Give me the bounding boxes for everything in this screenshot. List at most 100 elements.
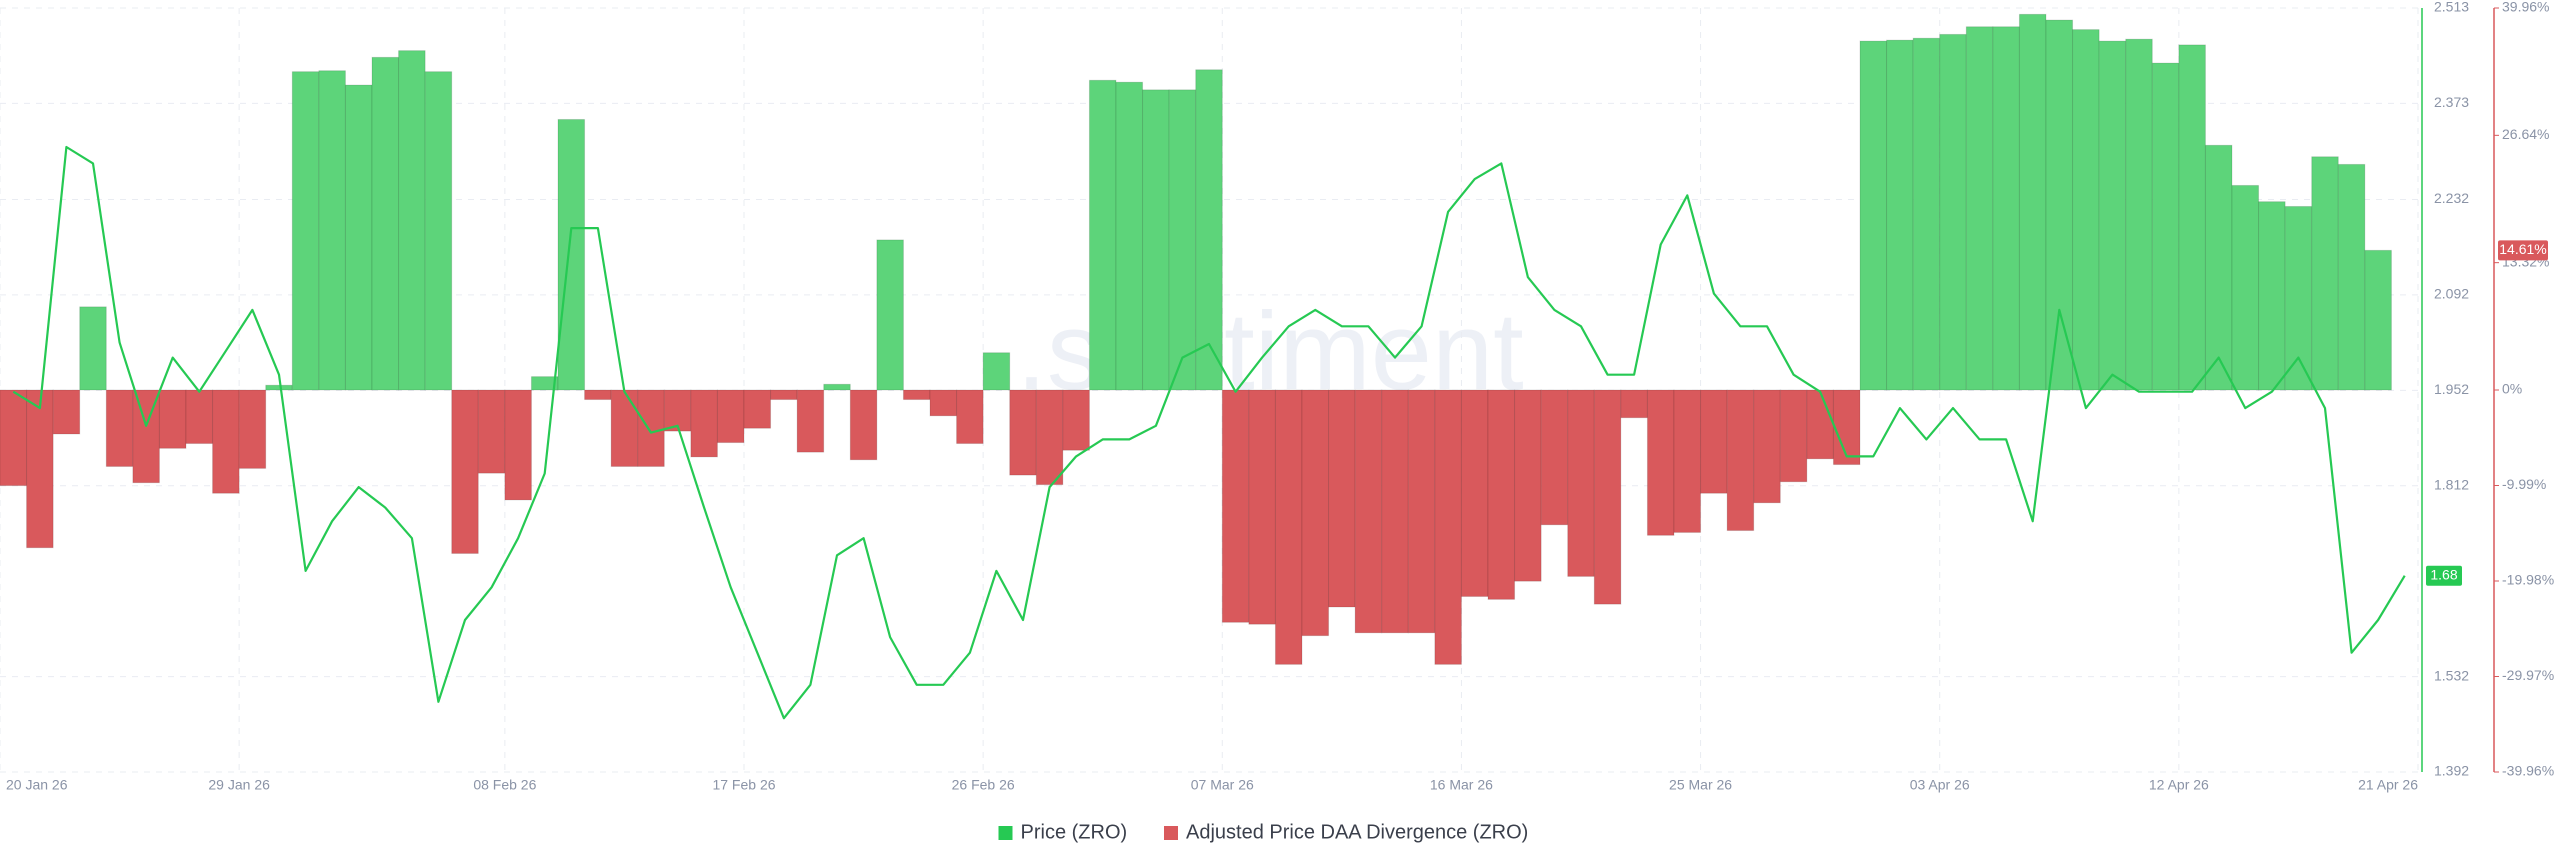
y2-tick-label: 39.96% (2502, 0, 2549, 15)
bar (318, 70, 346, 391)
bar (185, 389, 214, 445)
bar (2364, 249, 2392, 391)
bar (2231, 184, 2260, 391)
marks (0, 13, 2406, 720)
bar (1753, 389, 1781, 504)
legend-swatch (998, 826, 1013, 840)
price-badge-label: 1.68 (2430, 566, 2457, 582)
x-tick-label: 16 Mar 26 (1430, 777, 1493, 793)
y2-tick-label: -19.98% (2502, 572, 2554, 588)
bar (637, 389, 665, 467)
bar (557, 118, 586, 391)
divergence-badge (2498, 240, 2548, 261)
bar (1726, 389, 1755, 532)
bar (1115, 81, 1144, 391)
bar (2045, 19, 2074, 391)
bar (1328, 389, 1356, 608)
bar (2178, 44, 2206, 391)
bar (424, 71, 453, 391)
x-tick-label: 07 Mar 26 (1191, 777, 1254, 793)
bar (1381, 389, 1409, 634)
bar (1434, 389, 1462, 665)
x-tick-label: 26 Feb 26 (952, 777, 1015, 793)
x-tick-label: 20 Jan 26 (6, 777, 68, 793)
y2-tick-label: 0% (2502, 381, 2522, 397)
x-tick-label: 03 Apr 26 (1910, 777, 1970, 793)
grid (0, 7, 2419, 773)
x-tick-label: 25 Mar 26 (1669, 777, 1732, 793)
y2-tick-label: -29.97% (2502, 667, 2554, 683)
bar (504, 389, 532, 501)
y-tick-label: 1.392 (2434, 763, 2469, 779)
y-tick-label: 2.092 (2434, 286, 2469, 302)
bar (1540, 389, 1569, 526)
bar (1221, 389, 1250, 623)
legend-label: Adjusted Price DAA Divergence (ZRO) (1186, 821, 1528, 843)
bar (716, 389, 745, 444)
bar (291, 71, 320, 391)
legend: Price (ZRO) Adjusted Price DAA Divergence… (998, 821, 1528, 843)
bar (1168, 89, 1197, 391)
bar (2072, 29, 2100, 391)
bar (1673, 389, 1702, 533)
bar (1567, 389, 1595, 577)
bar (212, 389, 240, 494)
x-tick-label: 21 Apr 26 (2358, 777, 2418, 793)
bar (79, 306, 107, 391)
price-line (12, 145, 2406, 720)
bar (2284, 205, 2313, 391)
bar (1460, 389, 1489, 597)
bar (610, 389, 639, 467)
y-tick-label: 1.532 (2434, 667, 2469, 683)
bar (26, 389, 54, 549)
bar (2311, 156, 2339, 391)
bar (2204, 144, 2233, 391)
bar (956, 389, 984, 445)
legend-label: Price (ZRO) (1021, 821, 1128, 843)
bar (1248, 389, 1276, 625)
bar (849, 389, 878, 461)
bar (796, 389, 825, 453)
bar (2098, 40, 2127, 391)
x-tick-label: 29 Jan 26 (208, 777, 270, 793)
bar (1407, 389, 1436, 634)
bar (2151, 62, 2180, 391)
y-tick-label: 1.952 (2434, 381, 2469, 397)
bar (2018, 13, 2047, 391)
x-tick-label: 12 Apr 26 (2149, 777, 2209, 793)
bar (743, 389, 772, 429)
y-tick-label: 2.373 (2434, 94, 2469, 110)
bar (1088, 79, 1117, 391)
y2-tick-label: -39.96% (2502, 763, 2554, 779)
bar (1274, 389, 1303, 665)
bar (2258, 201, 2286, 391)
bar (238, 389, 267, 469)
bar (2337, 163, 2366, 391)
bar (265, 384, 293, 391)
legend-swatch (1164, 826, 1178, 840)
x-tick-label: 17 Feb 26 (712, 777, 775, 793)
bar (1593, 389, 1622, 605)
bar (1195, 69, 1223, 391)
bar (1514, 389, 1542, 582)
bar (876, 239, 904, 391)
bar (451, 389, 479, 554)
bar (1620, 389, 1648, 419)
bar (105, 389, 134, 467)
y-tick-label: 1.812 (2434, 476, 2469, 492)
bar (1992, 26, 2020, 391)
bar (1062, 389, 1090, 451)
bar (902, 389, 931, 401)
y2-tick-label: 26.64% (2502, 126, 2549, 142)
bar (52, 389, 81, 435)
bar (371, 56, 400, 391)
bar (584, 389, 612, 401)
bar (823, 383, 851, 391)
x-tick-label: 08 Feb 26 (473, 777, 536, 793)
bar (158, 389, 187, 449)
bar (344, 84, 373, 391)
bar (1939, 33, 1967, 391)
bar (929, 389, 958, 417)
